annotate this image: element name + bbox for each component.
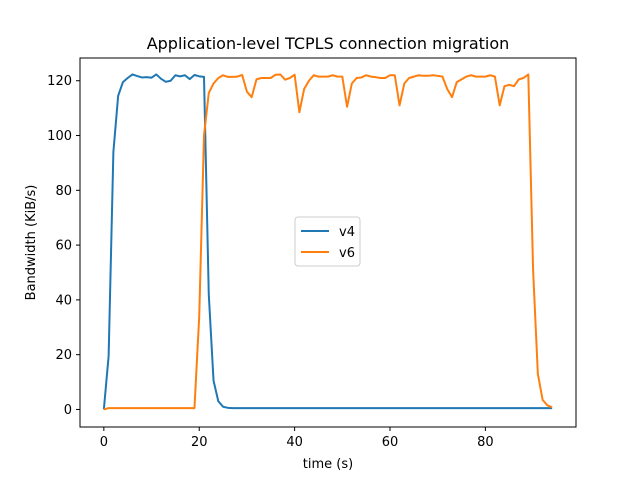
y-tick-label: 100 (47, 129, 72, 144)
x-tick-label: 80 (477, 435, 494, 450)
y-tick-label: 0 (64, 403, 72, 418)
y-tick-label: 60 (55, 239, 72, 254)
x-tick-label: 0 (100, 435, 108, 450)
axis-ticks: 0 20 40 60 80 0 20 40 60 80 100 120 (47, 74, 493, 450)
legend: v4 v6 (294, 216, 361, 267)
y-tick-label: 20 (55, 348, 72, 363)
x-axis-label: time (s) (303, 457, 353, 472)
y-axis-label: Bandwidth (KiB/s) (24, 185, 39, 301)
x-tick-label: 40 (286, 435, 303, 450)
x-tick-label: 60 (382, 435, 399, 450)
series-line-v6 (103, 73, 553, 411)
chart-title: Application-level TCPLS connection migra… (147, 34, 510, 53)
y-tick-label: 120 (47, 74, 72, 89)
plot-area (102, 73, 553, 411)
plot-frame (79, 57, 577, 428)
legend-label-v4: v4 (339, 225, 355, 240)
y-tick-label: 80 (55, 184, 72, 199)
legend-label-v6: v6 (339, 246, 355, 261)
series-line-v4 (102, 73, 553, 410)
x-tick-label: 20 (191, 435, 208, 450)
legend-box (294, 216, 361, 267)
y-tick-label: 40 (55, 293, 72, 308)
